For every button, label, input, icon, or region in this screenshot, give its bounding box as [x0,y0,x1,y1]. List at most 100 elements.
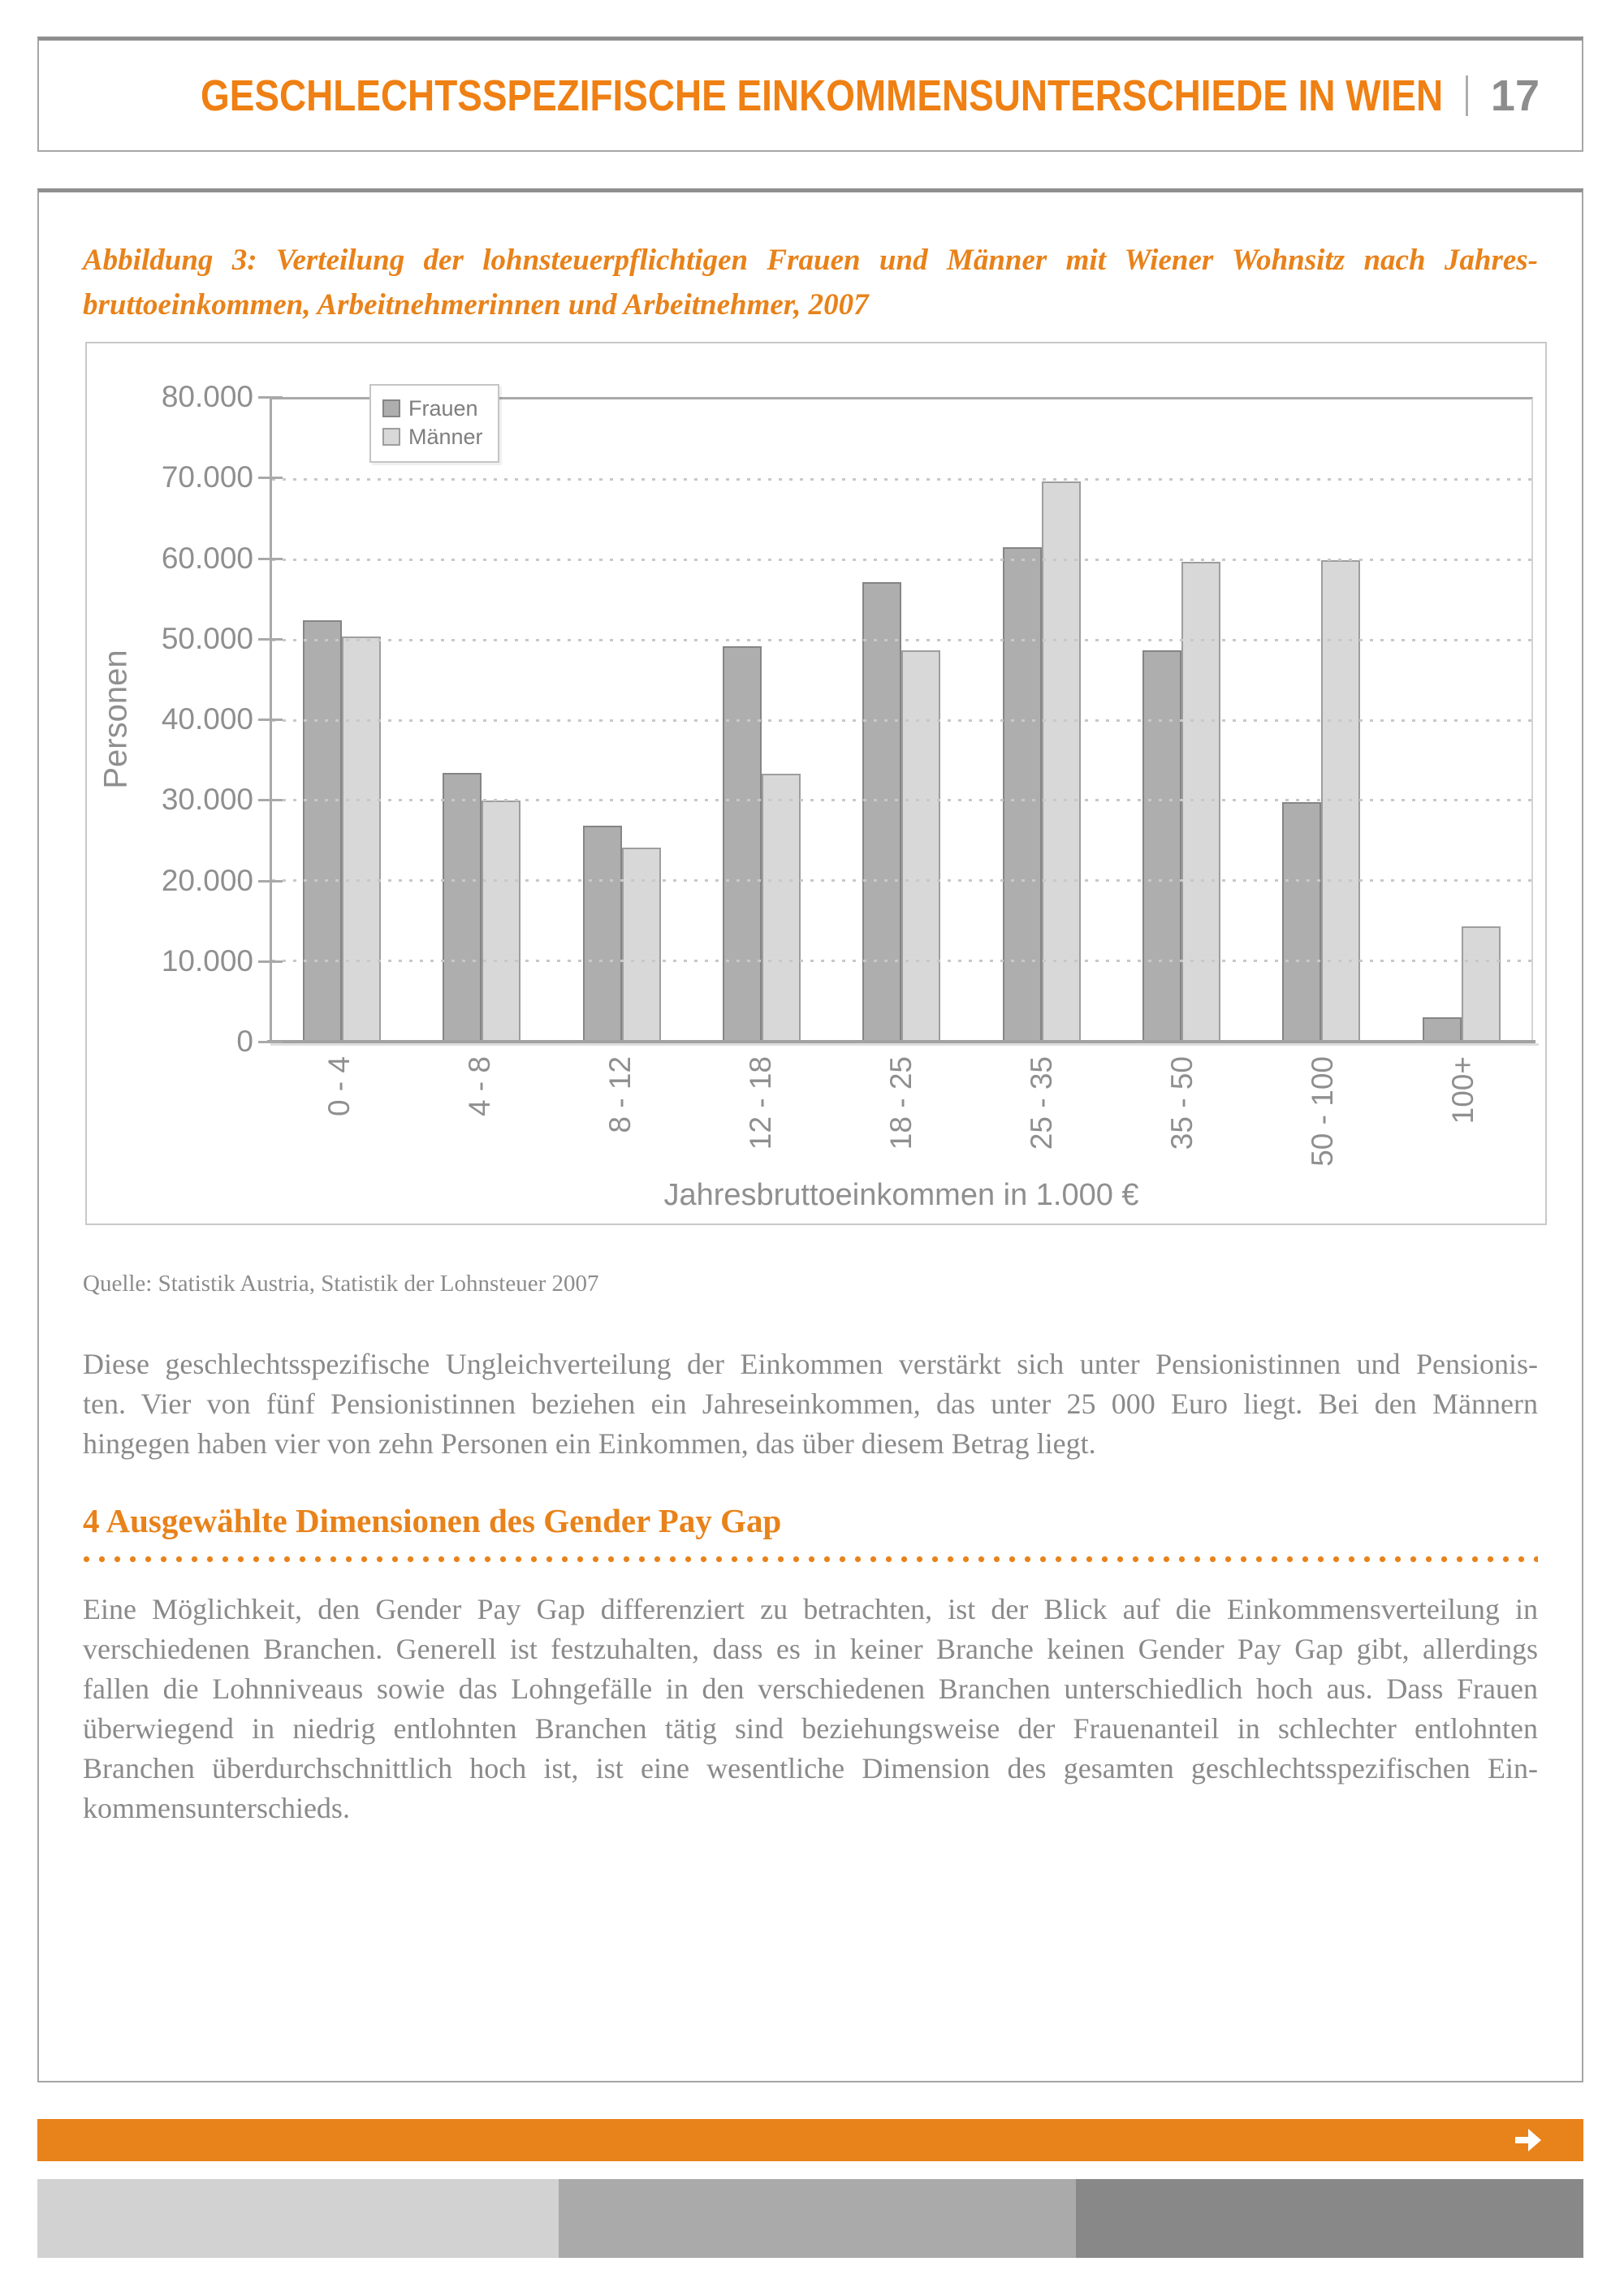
y-tick-label: 60.000 [161,541,253,575]
dotted-divider [83,1556,1538,1563]
legend-swatch-icon [382,399,400,417]
y-tick-mark [258,557,283,560]
bar-männer [901,650,941,1042]
x-tick-label: 12 - 18 [744,1056,778,1150]
y-tick-mark [258,799,283,802]
x-tick-label: 4 - 8 [463,1056,497,1117]
bar-group-25-35 [972,399,1112,1042]
gridline [272,477,1531,481]
text-line: Abbildung 3: Verteilung der lohnsteuerpf… [83,244,1538,277]
bar-frauen [1422,1017,1462,1042]
bar-group-18-25 [831,399,971,1042]
footer-block-1 [559,2179,1076,2258]
legend-label: Frauen [408,396,478,421]
y-tick-mark [258,396,283,399]
bar-frauen [1142,650,1182,1042]
legend-swatch-icon [382,428,400,446]
section-heading: 4 Ausgewählte Dimensionen des Gender Pay… [83,1502,782,1539]
text-line: überwiegend in niedrig entlohnten Branch… [83,1712,1538,1745]
header-divider [1465,75,1468,116]
gridline [272,799,1531,802]
gridline [272,960,1531,963]
x-tick-label: 18 - 25 [884,1056,918,1150]
footer-blocks [37,2179,1583,2258]
x-label-cell: 8 - 12 [551,1047,691,1193]
x-label-cell: 12 - 18 [691,1047,831,1193]
x-tick-label: 100+ [1445,1056,1479,1124]
gridline [272,558,1531,561]
x-tick-label: 8 - 12 [603,1056,637,1133]
next-arrow-icon [1514,2127,1543,2153]
gridline [272,719,1531,722]
x-label-cell: 35 - 50 [1112,1047,1252,1193]
x-axis-line [267,1040,1535,1043]
y-tick-mark [258,637,283,641]
bar-chart: Personen 0 10.000 20.000 30.000 40.000 50.000… [85,342,1547,1225]
paragraph-1: Diese geschlechtsspezifische Ungleichver… [83,1344,1538,1464]
x-tick-label: 50 - 100 [1305,1056,1339,1167]
x-axis-title: Jahresbruttoeinkommen in 1.000 € [663,1178,1139,1212]
figure-caption: Abbildung 3: Verteilung der lohnsteuerpf… [83,238,1538,327]
bar-frauen [862,582,902,1042]
bar-frauen [303,619,343,1042]
x-tick-label: 35 - 50 [1164,1056,1199,1150]
y-axis-labels: 0 10.000 20.000 30.000 40.000 50.000 60.000 70.… [87,380,253,1058]
bar-männer [482,801,521,1042]
y-tick-label: 20.000 [161,863,253,897]
y-tick-mark [258,477,283,480]
text-line: bruttoeinkommen, Arbeitnehmerinnen und A… [83,288,869,322]
x-tick-label: 25 - 35 [1024,1056,1058,1150]
y-tick-label: 40.000 [161,702,253,736]
x-axis-labels: 0 - 4 4 - 8 8 - 12 12 - 18 18 - 25 25 - 35 35 … [270,1047,1533,1193]
y-tick-mark [258,960,283,963]
plot-area [270,397,1533,1042]
text-line: Branchen überdurchschnittlich hoch ist, … [83,1752,1538,1785]
footer-block-2 [1076,2179,1583,2258]
y-tick-label: 50.000 [161,621,253,655]
bar-frauen [582,826,622,1042]
text-line: kommensunterschieds. [83,1792,350,1824]
bar-männer [1041,481,1081,1042]
y-tick-label: 0 [236,1025,253,1058]
legend-item: Frauen [382,396,483,421]
x-axis-line-shadow [270,1043,1539,1046]
paragraph-2: Eine Möglichkeit, den Gender Pay Gap dif… [83,1590,1538,1828]
gridline [272,638,1531,641]
legend-item: Männer [382,425,483,449]
bar-männer [762,773,801,1042]
bar-group-4-8 [412,399,551,1042]
x-label-cell: 50 - 100 [1252,1047,1393,1193]
legend-label: Männer [408,425,483,449]
x-label-cell: 4 - 8 [410,1047,551,1193]
bar-frauen [1282,802,1322,1042]
bar-group-100+ [1392,399,1531,1042]
y-tick-label: 30.000 [161,783,253,817]
y-tick-label: 70.000 [161,460,253,494]
footer-block-0 [37,2179,559,2258]
y-tick-mark [258,719,283,721]
x-label-cell: 0 - 4 [270,1047,410,1193]
text-line: verschiedenen Branchen. Generell ist fes… [83,1633,1538,1665]
x-tick-label: 0 - 4 [322,1056,356,1117]
page-header: GESCHLECHTSSPEZIFISCHE EINKOMMENSUNTERSC… [37,37,1583,152]
content-panel: Abbildung 3: Verteilung der lohnsteuerpf… [37,188,1583,2082]
bottom-accent-bar [37,2119,1583,2161]
bar-frauen [1002,546,1042,1042]
y-tick-mark [258,1041,283,1043]
bar-frauen [723,645,762,1042]
source-note: Quelle: Statistik Austria, Statistik der… [83,1271,599,1297]
y-tick-mark [258,879,283,883]
chart-legend: Frauen Männer [369,384,499,463]
x-label-cell: 25 - 35 [971,1047,1112,1193]
text-line: Eine Möglichkeit, den Gender Pay Gap dif… [83,1593,1538,1625]
text-line: hingegen haben vier von zehn Personen ei… [83,1427,1096,1460]
text-line: fallen die Lohnniveaus sowie das Lohngef… [83,1672,1538,1705]
bar-männer [621,847,661,1042]
bar-männer [1461,926,1501,1042]
bar-frauen [443,772,482,1042]
x-label-cell: 100+ [1393,1047,1533,1193]
text-line: ten. Vier von fünf Pensionistinnen bezie… [83,1388,1538,1420]
text-line: Diese geschlechtsspezifische Ungleichver… [83,1348,1538,1380]
page-number: 17 [1490,71,1540,120]
bar-group-12-18 [692,399,831,1042]
